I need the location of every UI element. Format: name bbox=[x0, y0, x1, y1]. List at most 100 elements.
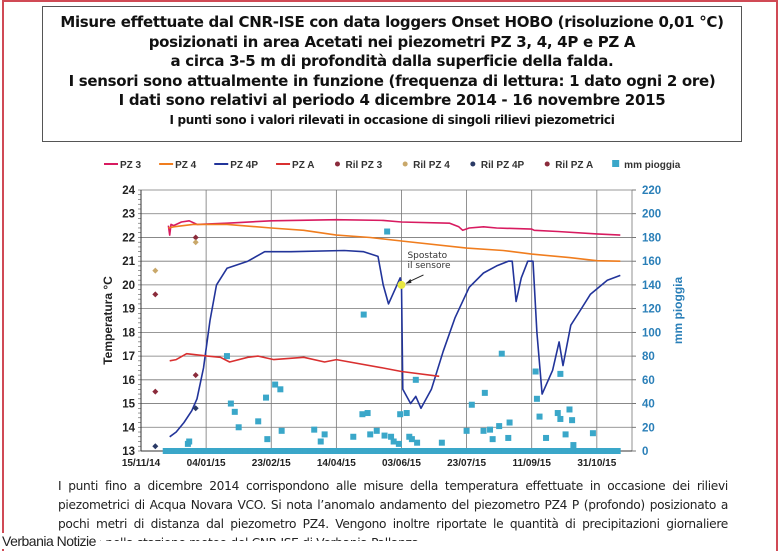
legend-label: PZ 3 bbox=[120, 160, 142, 171]
legend-swatch bbox=[612, 160, 620, 167]
rain-marker bbox=[536, 413, 543, 420]
rain-marker bbox=[272, 381, 279, 388]
rain-marker bbox=[569, 417, 576, 424]
rain-marker bbox=[532, 368, 539, 375]
rain-marker bbox=[567, 448, 574, 454]
rain-marker bbox=[412, 376, 419, 383]
y-tick-label: 22 bbox=[122, 232, 135, 244]
rain-marker bbox=[276, 448, 283, 454]
header-line: posizionati in area Acetati nei piezomet… bbox=[148, 32, 636, 51]
legend-swatch bbox=[402, 161, 408, 167]
annotation-point bbox=[397, 280, 406, 289]
y-tick-label: 21 bbox=[122, 256, 135, 268]
rain-marker bbox=[360, 311, 367, 318]
rain-marker bbox=[481, 389, 488, 396]
y2-tick-label: 180 bbox=[642, 232, 661, 244]
rain-marker bbox=[557, 370, 564, 377]
ril-point bbox=[192, 239, 199, 246]
rain-marker bbox=[367, 431, 374, 438]
y2-tick-label: 200 bbox=[642, 209, 661, 221]
ril-point bbox=[192, 405, 199, 412]
rain-marker bbox=[321, 431, 328, 438]
legend-label: PZ A bbox=[292, 160, 314, 171]
rain-marker bbox=[263, 394, 270, 401]
rain-marker bbox=[480, 427, 487, 434]
y-tick-label: 14 bbox=[122, 422, 135, 434]
legend-label: PZ 4P bbox=[230, 160, 258, 171]
rain-marker bbox=[543, 434, 550, 441]
legend-swatch bbox=[470, 161, 476, 167]
x-tick-label: 23/02/15 bbox=[252, 458, 291, 469]
y-tick-label: 24 bbox=[122, 185, 135, 197]
rain-marker bbox=[358, 448, 365, 454]
y2-tick-label: 100 bbox=[642, 327, 661, 339]
y2-tick-label: 20 bbox=[642, 422, 655, 434]
header-line: I dati sono relativi al periodo 4 dicemb… bbox=[118, 91, 666, 109]
series-line-pz-4 bbox=[168, 223, 621, 262]
rain-marker bbox=[394, 448, 401, 454]
annotation-arrowhead bbox=[405, 278, 412, 284]
rain-marker bbox=[498, 350, 505, 357]
legend-label: Ril PZ 4 bbox=[413, 160, 450, 171]
x-tick-label: 23/07/15 bbox=[447, 458, 486, 469]
rain-marker bbox=[235, 424, 242, 431]
x-tick-label: 11/09/15 bbox=[513, 458, 552, 469]
y-tick-label: 16 bbox=[122, 375, 135, 387]
ril-point bbox=[192, 372, 199, 379]
y-tick-label: 15 bbox=[122, 399, 135, 411]
rain-marker bbox=[397, 411, 404, 418]
rain-marker bbox=[487, 426, 494, 433]
y-tick-label: 20 bbox=[122, 280, 135, 292]
rain-marker bbox=[506, 419, 513, 426]
ril-point bbox=[192, 234, 199, 241]
watermark: Verbania Notizie bbox=[2, 533, 100, 549]
rain-marker bbox=[403, 410, 410, 417]
y-tick-label: 17 bbox=[122, 351, 135, 363]
rain-marker bbox=[408, 436, 415, 443]
rain-marker bbox=[186, 438, 193, 445]
y2-tick-label: 220 bbox=[642, 185, 661, 197]
x-tick-label: 14/04/15 bbox=[317, 458, 356, 469]
y2-tick-label: 0 bbox=[642, 446, 648, 458]
rain-marker bbox=[231, 408, 238, 415]
series-line-pz-4p bbox=[169, 249, 621, 438]
rain-marker bbox=[496, 423, 503, 430]
header-line: Misure effettuate dal CNR-ISE con data l… bbox=[60, 13, 724, 31]
rain-marker bbox=[505, 434, 512, 441]
header-note: I punti sono i valori rilevati in occasi… bbox=[169, 112, 615, 127]
y2-tick-label: 40 bbox=[642, 399, 655, 411]
legend-label: mm pioggia bbox=[624, 160, 681, 171]
rain-marker bbox=[468, 401, 475, 408]
rain-marker bbox=[570, 442, 577, 449]
rain-marker bbox=[554, 410, 561, 417]
rain-marker bbox=[411, 448, 418, 454]
rain-marker bbox=[261, 448, 268, 454]
rain-marker bbox=[278, 427, 285, 434]
y-tick-label: 19 bbox=[122, 304, 135, 316]
y2-tick-label: 60 bbox=[642, 375, 655, 387]
x-tick-label: 04/01/15 bbox=[187, 458, 226, 469]
rain-marker bbox=[531, 448, 538, 454]
rain-marker bbox=[255, 418, 262, 425]
rain-marker bbox=[311, 426, 318, 433]
rain-marker bbox=[479, 448, 486, 454]
rain-marker bbox=[533, 395, 540, 402]
rain-marker bbox=[384, 228, 391, 235]
legend-label: PZ 4 bbox=[175, 160, 197, 171]
legend-swatch bbox=[544, 161, 550, 167]
y2-tick-label: 160 bbox=[642, 256, 661, 268]
y-tick-label: 18 bbox=[122, 327, 135, 339]
x-tick-label: 03/06/15 bbox=[382, 458, 421, 469]
chart-header: Misure effettuate dal CNR-ISE con data l… bbox=[42, 6, 742, 142]
y2-tick-label: 140 bbox=[642, 280, 661, 292]
rain-marker bbox=[373, 427, 380, 434]
ril-point bbox=[152, 443, 159, 450]
x-tick-label: 15/11/14 bbox=[122, 458, 161, 469]
footer-caption: I punti fino a dicembre 2014 corrispondo… bbox=[58, 479, 728, 541]
x-tick-label: 31/10/15 bbox=[577, 458, 616, 469]
rain-marker bbox=[395, 440, 402, 447]
rain-marker bbox=[489, 436, 496, 443]
rain-marker bbox=[381, 432, 388, 439]
rain-marker bbox=[223, 353, 230, 360]
